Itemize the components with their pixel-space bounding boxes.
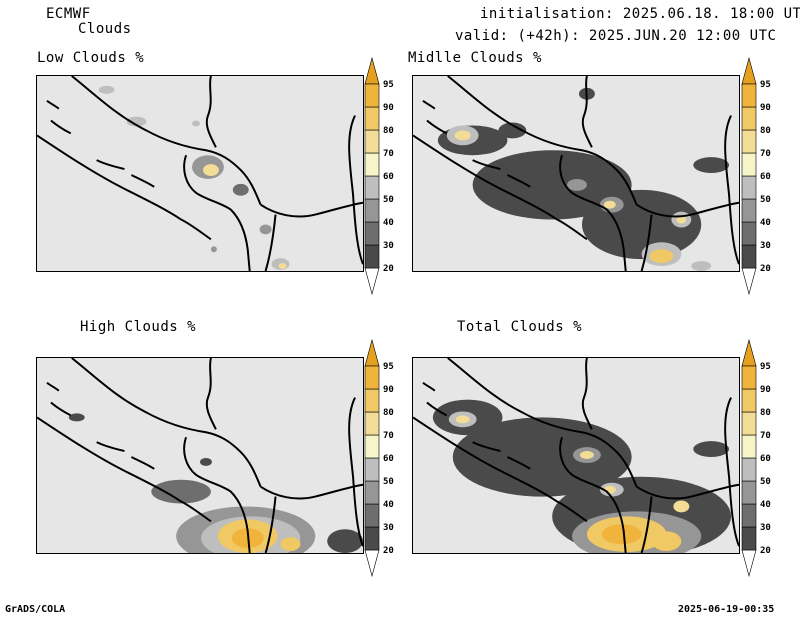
valid-time: valid: (+42h): 2025.JUN.20 12:00 UTC — [455, 28, 777, 44]
colorbar-high: 20 30 40 50 60 70 80 90 95 — [363, 338, 403, 578]
colorbar-level-label: 20 — [760, 264, 771, 274]
colorbar-swatch — [364, 152, 380, 177]
colorbar-swatch — [741, 198, 757, 223]
colorbar-level-label: 90 — [760, 103, 771, 113]
init-time: initialisation: 2025.06.18. 18:00 UTC — [480, 6, 800, 22]
colorbar-level-label: 80 — [383, 126, 394, 136]
colorbar-level-label: 80 — [383, 408, 394, 418]
colorbar-middle: 20 30 40 50 60 70 80 90 95 — [740, 56, 780, 296]
colorbar-swatch — [364, 480, 380, 505]
colorbar-level-label: 70 — [760, 149, 771, 159]
colorbar-level-label: 95 — [760, 362, 771, 372]
colorbar-swatch — [364, 388, 380, 413]
colorbar-level-label: 50 — [760, 195, 771, 205]
colorbar-level-label: 95 — [383, 362, 394, 372]
colorbar-swatch — [364, 457, 380, 482]
colorbar-bottom-arrow — [741, 549, 757, 578]
panel-title-low: Low Clouds % — [37, 50, 145, 66]
colorbar-level-label: 40 — [760, 500, 771, 510]
colorbar-level-label: 90 — [760, 385, 771, 395]
colorbar-swatch — [364, 175, 380, 200]
panel-title-total: Total Clouds % — [457, 319, 583, 335]
colorbar-swatch — [364, 129, 380, 154]
colorbar-swatch — [741, 129, 757, 154]
colorbar-swatch — [741, 365, 757, 390]
colorbar-level-label: 60 — [383, 454, 394, 464]
colorbar-level-label: 20 — [383, 546, 394, 556]
colorbar-swatch — [741, 106, 757, 131]
total-clouds-map — [413, 358, 739, 553]
colorbar-level-label: 60 — [383, 172, 394, 182]
colorbar-level-label: 30 — [383, 523, 394, 533]
colorbar-swatch — [364, 434, 380, 459]
colorbar-swatch — [741, 388, 757, 413]
colorbar-top-arrow — [741, 338, 757, 367]
map-panel-middle — [412, 75, 740, 272]
colorbar-bottom-arrow — [364, 549, 380, 578]
colorbar-level-label: 60 — [760, 454, 771, 464]
colorbar-swatch — [364, 411, 380, 436]
colorbar-swatch — [741, 244, 757, 269]
colorbar-level-label: 20 — [383, 264, 394, 274]
colorbar-swatch — [364, 83, 380, 108]
colorbar-level-label: 60 — [760, 172, 771, 182]
colorbar-swatch — [364, 198, 380, 223]
colorbar-level-label: 90 — [383, 103, 394, 113]
colorbar-level-label: 30 — [383, 241, 394, 251]
colorbar-level-label: 30 — [760, 523, 771, 533]
colorbar-level-label: 30 — [760, 241, 771, 251]
colorbar-swatch — [741, 434, 757, 459]
colorbar-level-label: 70 — [383, 431, 394, 441]
map-panel-low — [36, 75, 364, 272]
colorbar-swatch — [741, 503, 757, 528]
footer-timestamp: 2025-06-19-00:35 — [678, 604, 775, 615]
map-panel-high — [36, 357, 364, 554]
colorbar-bottom-arrow — [741, 267, 757, 296]
map-panel-total — [412, 357, 740, 554]
colorbar-swatch — [364, 244, 380, 269]
colorbar-level-label: 40 — [383, 218, 394, 228]
colorbar-level-label: 80 — [760, 126, 771, 136]
colorbar-swatch — [741, 175, 757, 200]
footer-software: GrADS/COLA — [5, 604, 66, 615]
colorbar-swatch — [364, 365, 380, 390]
colorbar-swatch — [741, 221, 757, 246]
colorbar-level-label: 20 — [760, 546, 771, 556]
colorbar-level-label: 40 — [760, 218, 771, 228]
colorbar-level-label: 40 — [383, 500, 394, 510]
colorbar-level-label: 95 — [383, 80, 394, 90]
colorbar-swatch — [741, 480, 757, 505]
panel-title-middle: Midlle Clouds % — [408, 50, 542, 66]
colorbar-top-arrow — [364, 338, 380, 367]
colorbar-bottom-arrow — [364, 267, 380, 296]
colorbar-low: 20 30 40 50 60 70 80 90 95 — [363, 56, 403, 296]
colorbar-level-label: 95 — [760, 80, 771, 90]
colorbar-top-arrow — [364, 56, 380, 85]
colorbar-swatch — [364, 503, 380, 528]
high-clouds-map — [37, 358, 363, 553]
colorbar-swatch — [364, 526, 380, 551]
colorbar-swatch — [741, 526, 757, 551]
colorbar-level-label: 80 — [760, 408, 771, 418]
colorbar-level-label: 70 — [760, 431, 771, 441]
low-clouds-map — [37, 76, 363, 271]
colorbar-level-label: 90 — [383, 385, 394, 395]
panel-title-high: High Clouds % — [80, 319, 197, 335]
colorbar-level-label: 50 — [760, 477, 771, 487]
colorbar-level-label: 50 — [383, 477, 394, 487]
model-name: ECMWF — [46, 6, 91, 22]
product-name: Clouds — [78, 21, 132, 37]
middle-clouds-map — [413, 76, 739, 271]
colorbar-swatch — [364, 106, 380, 131]
colorbar-swatch — [364, 221, 380, 246]
colorbar-swatch — [741, 457, 757, 482]
colorbar-swatch — [741, 83, 757, 108]
colorbar-swatch — [741, 152, 757, 177]
colorbar-swatch — [741, 411, 757, 436]
colorbar-total: 20 30 40 50 60 70 80 90 95 — [740, 338, 780, 578]
colorbar-top-arrow — [741, 56, 757, 85]
colorbar-level-label: 50 — [383, 195, 394, 205]
colorbar-level-label: 70 — [383, 149, 394, 159]
